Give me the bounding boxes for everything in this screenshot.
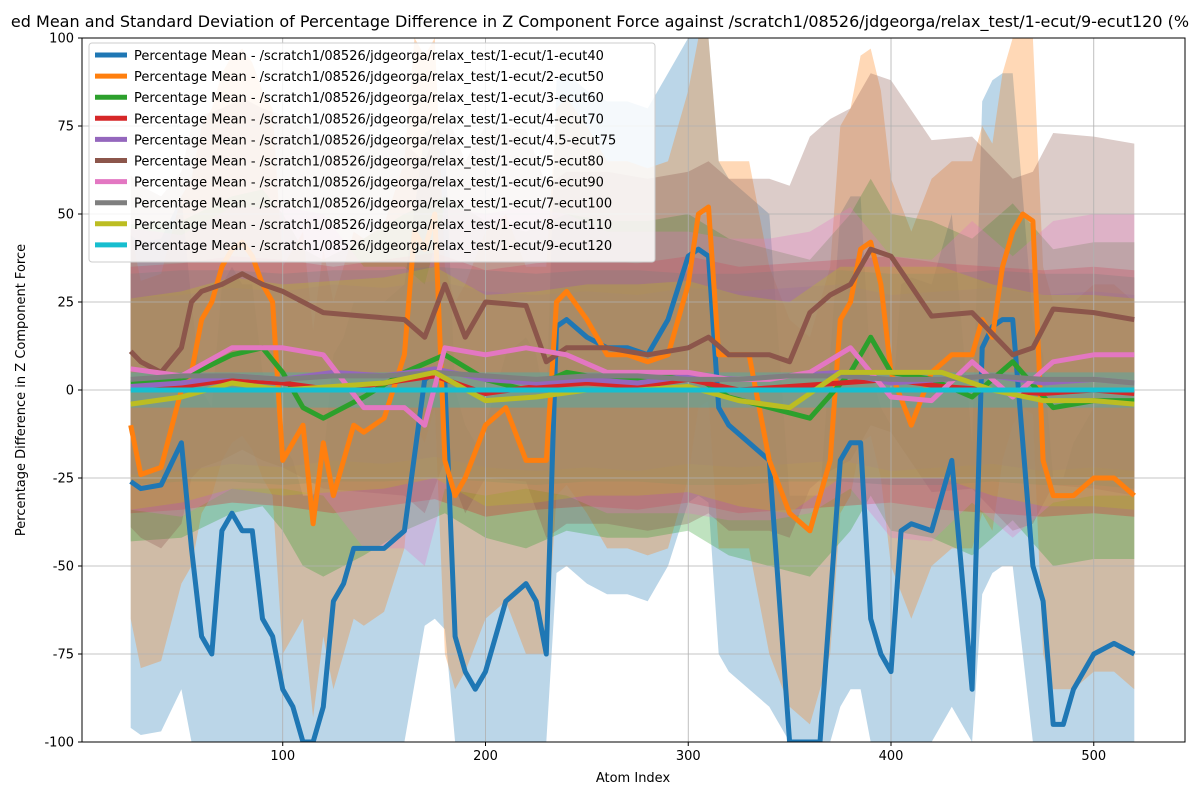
legend-entry: Percentage Mean - /scratch1/08526/jdgeor… <box>134 155 604 170</box>
y-tick-label: 25 <box>57 296 74 311</box>
y-axis-label: Percentage Difference in Z Component For… <box>14 244 29 536</box>
legend-entry: Percentage Mean - /scratch1/08526/jdgeor… <box>134 70 604 85</box>
series-line <box>130 345 1135 428</box>
y-axis-ticks: -100 -75 -50 -25 0 25 50 75 100 <box>44 32 82 751</box>
y-tick-label: -100 <box>44 736 74 751</box>
x-tick-label: 400 <box>879 749 904 764</box>
y-tick-label: -50 <box>53 560 74 575</box>
x-tick-label: 100 <box>270 749 295 764</box>
y-tick-label: -25 <box>53 472 74 487</box>
y-tick-label: 50 <box>57 208 74 223</box>
legend: Percentage Mean - /scratch1/08526/jdgeor… <box>88 42 656 263</box>
legend-entry: Percentage Mean - /scratch1/08526/jdgeor… <box>134 91 604 106</box>
legend-entry: Percentage Mean - /scratch1/08526/jdgeor… <box>134 197 612 212</box>
x-axis-label: Atom Index <box>596 771 671 786</box>
y-tick-label: -75 <box>53 648 74 663</box>
legend-entry: Percentage Mean - /scratch1/08526/jdgeor… <box>134 112 604 127</box>
x-tick-label: 500 <box>1081 749 1106 764</box>
legend-entry: Percentage Mean - /scratch1/08526/jdgeor… <box>134 239 612 254</box>
y-tick-label: 100 <box>49 32 74 47</box>
legend-entry: Percentage Mean - /scratch1/08526/jdgeor… <box>134 133 616 148</box>
series-line <box>130 369 1135 386</box>
legend-entry: Percentage Mean - /scratch1/08526/jdgeor… <box>134 218 612 233</box>
series-line <box>128 204 1136 534</box>
x-axis-ticks: 100 200 300 400 500 <box>270 742 1106 764</box>
legend-entry: Percentage Mean - /scratch1/08526/jdgeor… <box>134 49 604 64</box>
chart-title: ed Mean and Standard Deviation of Percen… <box>11 12 1189 32</box>
legend-entry: Percentage Mean - /scratch1/08526/jdgeor… <box>134 176 604 191</box>
series-lines <box>128 204 1136 742</box>
legend-box <box>88 42 656 263</box>
y-tick-label: 0 <box>66 384 74 399</box>
y-tick-label: 75 <box>57 120 74 135</box>
x-tick-label: 200 <box>473 749 498 764</box>
x-tick-label: 300 <box>676 749 701 764</box>
